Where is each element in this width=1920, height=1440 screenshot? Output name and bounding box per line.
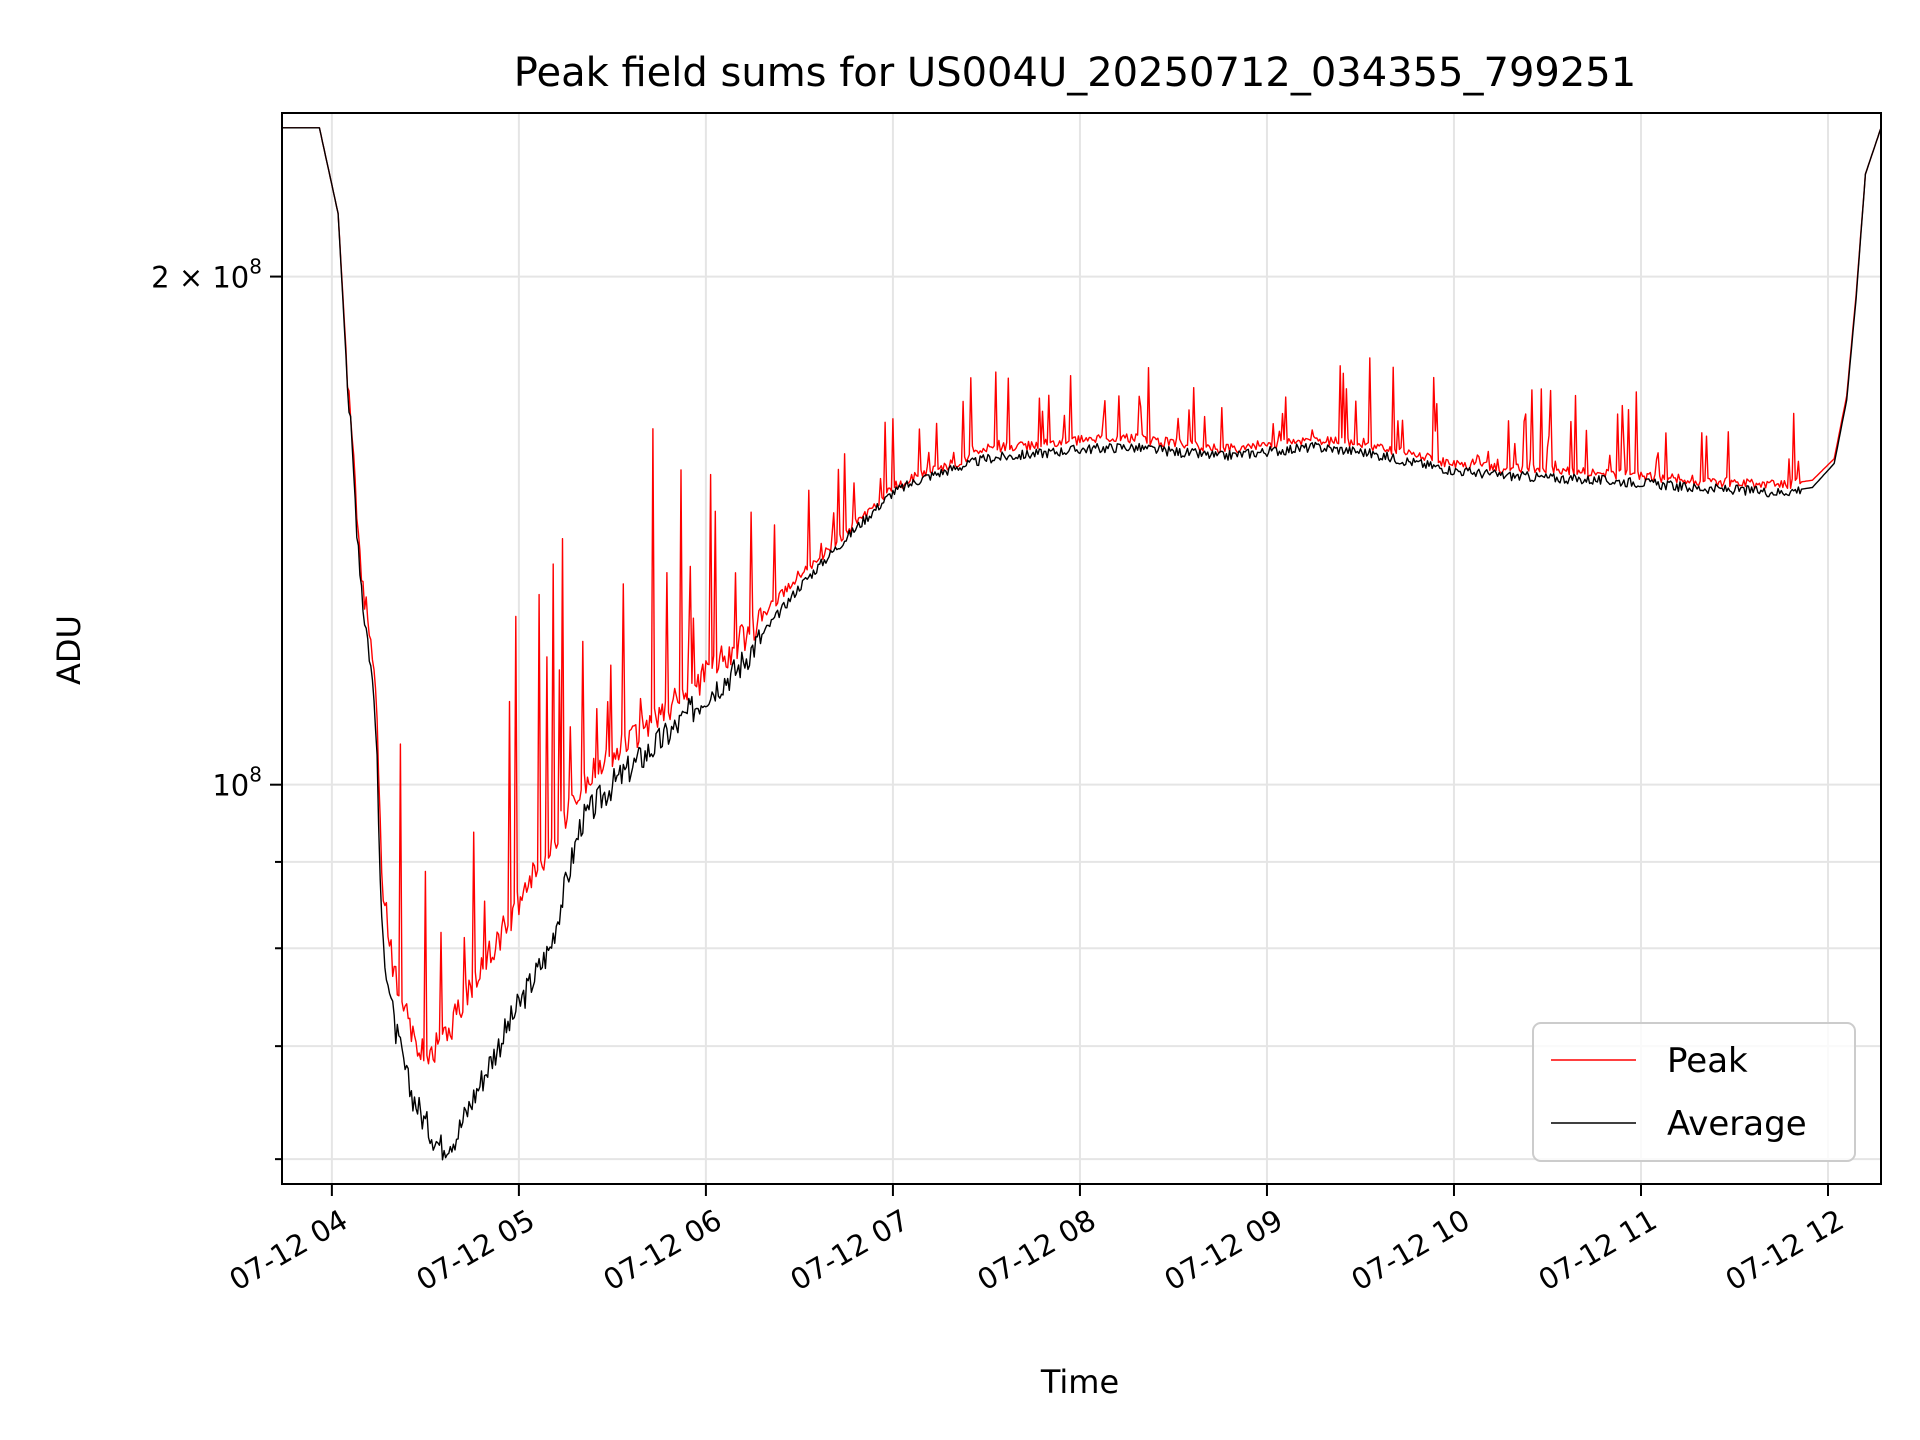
legend-label-peak: Peak	[1667, 1041, 1748, 1081]
y-tick-label: 2 × 108	[151, 255, 262, 295]
series-line-average	[282, 127, 1881, 1161]
series-layer	[282, 127, 1881, 1161]
legend-box	[1532, 1022, 1856, 1162]
y-axis-label: ADU	[50, 615, 88, 685]
plot-frame	[281, 112, 1882, 1185]
legend: Peak Average	[1532, 1022, 1856, 1162]
x-axis-label: Time	[1040, 1363, 1119, 1401]
series-line-peak	[282, 127, 1881, 1065]
chart-title: Peak field sums for US004U_20250712_0343…	[514, 50, 1636, 96]
y-tick-label: 108	[212, 763, 262, 803]
legend-label-average: Average	[1667, 1104, 1807, 1144]
y-axis: 108 2 × 108	[151, 255, 282, 1161]
